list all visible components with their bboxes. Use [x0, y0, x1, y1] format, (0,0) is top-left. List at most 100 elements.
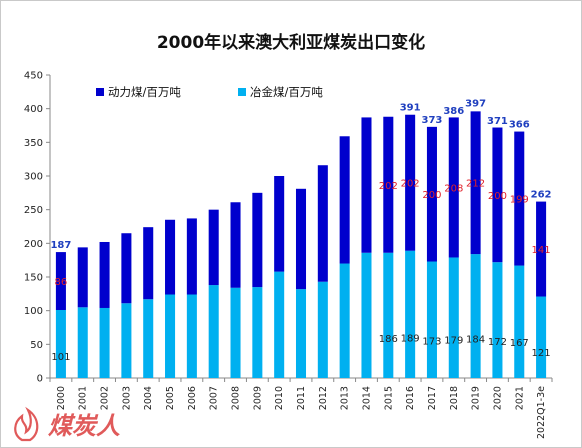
thermal-data-label: 202 — [379, 181, 398, 192]
bar-thermal — [165, 219, 176, 295]
bar-thermal — [143, 227, 154, 300]
total-data-label: 373 — [422, 115, 443, 126]
y-tick-label: 350 — [24, 138, 43, 149]
y-tick-label: 200 — [24, 239, 43, 250]
x-tick-label: 2000 — [56, 386, 67, 410]
total-data-label: 386 — [443, 106, 464, 117]
bar-thermal — [252, 192, 263, 288]
bar-metallurgical — [295, 289, 307, 378]
x-tick-label: 2020 — [492, 386, 503, 410]
bar-metallurgical — [77, 307, 88, 378]
watermark-logo: 煤炭人 — [14, 406, 120, 442]
x-tick-label: 2004 — [143, 386, 154, 410]
total-data-label: 187 — [50, 240, 71, 251]
metallurgical-data-label: 121 — [532, 348, 551, 359]
thermal-data-label: 212 — [466, 179, 485, 190]
metallurgical-data-label: 172 — [488, 337, 507, 348]
x-tick-label: 2001 — [78, 386, 89, 410]
x-tick-label: 2009 — [252, 386, 263, 410]
legend-swatch — [96, 88, 104, 96]
bar-thermal — [55, 252, 66, 310]
bar-metallurgical — [274, 271, 285, 378]
bar-thermal — [317, 165, 328, 282]
y-tick-label: 100 — [24, 306, 43, 317]
bar-metallurgical — [426, 261, 437, 378]
bar-thermal — [361, 117, 372, 253]
total-data-label: 397 — [465, 99, 486, 110]
thermal-data-label: 200 — [422, 190, 441, 201]
x-tick-label: 2008 — [231, 386, 242, 410]
metallurgical-data-label: 179 — [444, 335, 463, 346]
x-tick-label: 2015 — [383, 386, 394, 410]
bar-thermal — [383, 116, 394, 253]
bar-metallurgical — [230, 287, 241, 378]
x-tick-label: 2022Q1-3e — [536, 386, 547, 439]
bar-metallurgical — [208, 285, 219, 378]
y-tick-label: 50 — [30, 340, 43, 351]
legend: 动力煤/百万吨 冶金煤/百万吨 — [96, 85, 323, 99]
bar-thermal — [208, 209, 219, 286]
y-tick-label: 0 — [37, 374, 43, 385]
x-tick-label: 2017 — [427, 386, 438, 410]
watermark-flame-icon — [14, 406, 39, 442]
bar-metallurgical — [55, 309, 66, 378]
bar-metallurgical — [165, 294, 176, 378]
y-tick-label: 250 — [24, 205, 43, 216]
y-axis: 0 50 100 150 200 250 300 350 400 450 — [24, 71, 51, 385]
x-tick-label: 2012 — [318, 386, 329, 410]
bar-thermal — [186, 218, 197, 295]
bar-thermal — [274, 176, 285, 272]
x-tick-label: 2016 — [405, 386, 416, 410]
x-tick-label: 2005 — [165, 386, 176, 410]
legend-swatch — [238, 88, 246, 96]
bar-metallurgical — [99, 307, 110, 378]
watermark-text: 煤炭人 — [48, 412, 120, 440]
x-tick-label: 2011 — [296, 386, 307, 410]
bar-thermal — [121, 233, 132, 304]
y-tick-label: 450 — [24, 71, 43, 82]
thermal-data-label: 199 — [510, 195, 529, 206]
total-data-label: 366 — [509, 120, 530, 131]
x-tick-label: 2013 — [340, 386, 351, 410]
x-tick-label: 2018 — [449, 386, 460, 410]
bar-metallurgical — [186, 294, 197, 378]
bar-thermal — [405, 114, 416, 251]
bar-metallurgical — [317, 281, 328, 378]
y-tick-label: 150 — [24, 273, 43, 284]
bar-thermal — [339, 136, 350, 264]
bar-metallurgical — [536, 296, 547, 378]
thermal-data-label: 208 — [444, 183, 463, 194]
total-data-label: 262 — [531, 190, 552, 201]
metallurgical-data-label: 186 — [379, 334, 398, 345]
bar-metallurgical — [470, 254, 481, 378]
thermal-data-label: 202 — [401, 179, 420, 190]
metallurgical-data-label: 184 — [466, 334, 485, 345]
bar-thermal — [514, 131, 525, 266]
bar-thermal — [295, 188, 307, 290]
chart-title: 2000年以来澳大利亚煤炭出口变化 — [157, 32, 425, 53]
x-tick-label: 2019 — [471, 386, 482, 410]
bar-metallurgical — [252, 287, 263, 378]
x-tick-label: 2003 — [121, 386, 132, 410]
y-tick-label: 300 — [24, 172, 43, 183]
total-data-label: 391 — [400, 103, 421, 114]
bar-metallurgical — [361, 252, 372, 378]
y-tick-label: 400 — [24, 104, 43, 115]
bar-thermal — [77, 247, 88, 308]
legend-label: 动力煤/百万吨 — [108, 85, 181, 99]
x-tick-label: 2021 — [514, 386, 525, 410]
bar-thermal — [99, 241, 110, 308]
bar-metallurgical — [405, 250, 416, 378]
metallurgical-data-label: 189 — [401, 333, 420, 344]
bar-metallurgical — [143, 299, 154, 378]
metallurgical-data-label: 101 — [51, 352, 70, 363]
bar-metallurgical — [383, 252, 394, 378]
bar-metallurgical — [492, 262, 503, 378]
bar-metallurgical — [514, 265, 525, 378]
x-axis: 2000 2001 2002 2003 2004 2005 2006 2007 2008 2009… — [49, 377, 553, 439]
total-data-label: 371 — [487, 116, 508, 127]
bar-thermal — [448, 117, 459, 258]
